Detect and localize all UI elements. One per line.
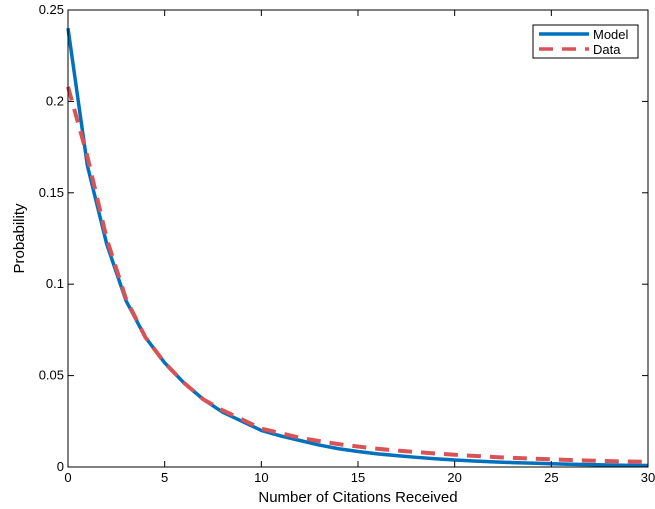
y-tick-label: 0.15 [39,185,64,200]
ticks-layer: 0 5 10 15 20 25 30 0 0.05 0.1 0.15 0.2 0.25 [39,2,655,485]
plot-frame [67,9,649,468]
series-layer [66,28,649,468]
legend: Model Data [532,24,639,59]
series-line-model [66,28,649,468]
legend-box [532,24,639,59]
y-axis-label: Probability [11,203,28,274]
y-tick-label: 0.05 [39,368,64,383]
x-axis-label: Number of Citations Received [258,489,457,506]
x-tick-label: 10 [254,470,268,485]
x-tick-label: 20 [447,470,461,485]
y-tick-label: 0.25 [39,2,64,17]
x-tick-label: 25 [544,470,558,485]
x-tick-label: 30 [641,470,655,485]
y-tick-label: 0 [57,459,64,474]
y-tick-label: 0.2 [46,93,64,108]
x-tick-label: 0 [64,470,71,485]
series-line-data [66,86,649,464]
y-tick-label: 0.1 [46,276,64,291]
x-tick-label: 15 [351,470,365,485]
legend-label-model: Model [593,27,629,42]
legend-label-data: Data [593,42,621,57]
x-tick-label: 5 [161,470,168,485]
